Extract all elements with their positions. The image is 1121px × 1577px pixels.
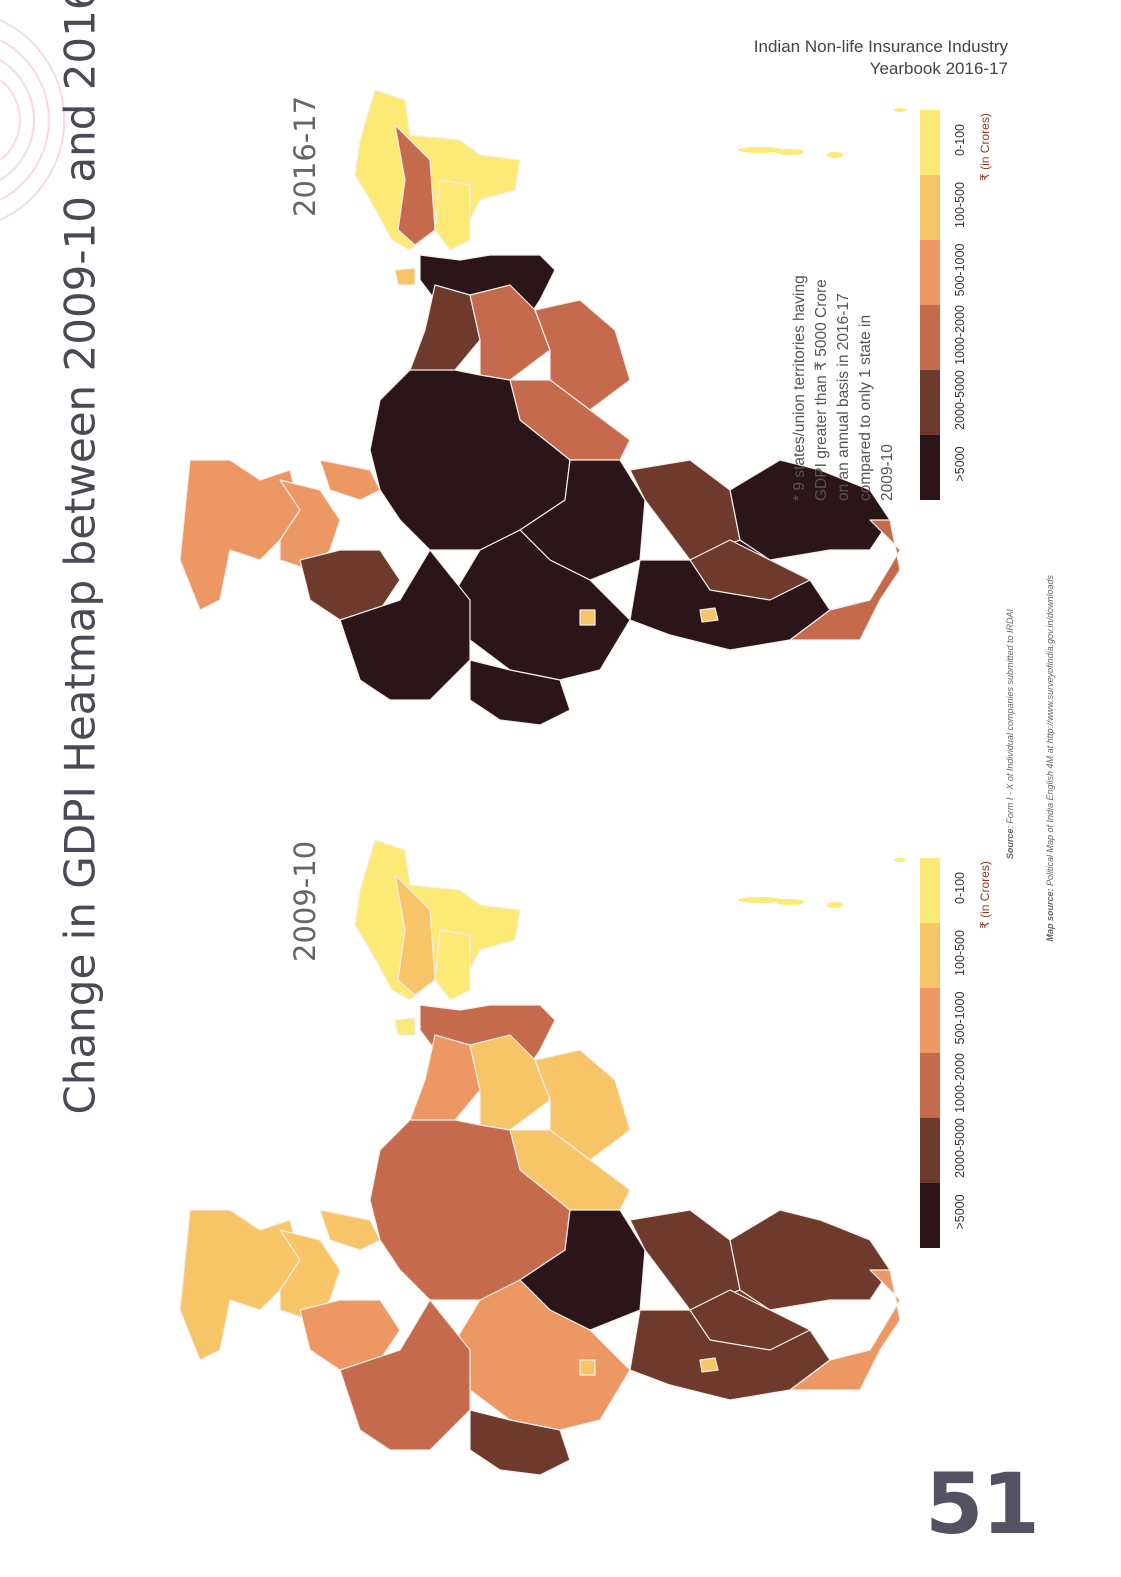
region-gujarat: [179, 459, 301, 611]
region-orange-east: [689, 539, 811, 601]
region-rj-mid: [319, 1209, 381, 1251]
region-rajasthan-north: [434, 179, 471, 251]
legend-swatch-5000: [920, 1183, 940, 1248]
region-west-orange-2: [534, 299, 631, 411]
legend-swatch-1000-2000: [920, 1053, 940, 1118]
region-goa: [579, 609, 596, 626]
region-west-orange-2: [534, 1049, 631, 1161]
source-text: : Form I - X of Individual companies sub…: [1005, 609, 1015, 829]
note-line-3: on an annual basis in 2016-17: [835, 293, 852, 501]
region-east-coast: [729, 1209, 891, 1311]
region-rj-mid: [319, 459, 381, 501]
region-peninsula: [789, 1269, 901, 1391]
header-line-2: Yearbook 2016-17: [869, 59, 1008, 78]
page-number: 51: [925, 1455, 1040, 1553]
gdpi-map-2016-17: [179, 89, 906, 726]
region-kerala-tn: [469, 659, 571, 726]
legend-2016-17: [920, 110, 940, 500]
region-west-orange-1: [469, 1034, 551, 1131]
region-west-orange-1: [469, 284, 551, 381]
region-east-coast: [729, 459, 891, 561]
legend-swatch-2000-5000: [920, 370, 940, 435]
region-haryana: [394, 124, 436, 246]
legend-swatch-1000-2000: [920, 305, 940, 370]
page-header: Indian Non-life Insurance Industry Yearb…: [754, 36, 1008, 80]
region-delhi: [394, 267, 416, 286]
page-title: Change in GDPI Heatmap between 2009-10 a…: [55, 0, 105, 1115]
legend-unit: ₹ (in Crores): [978, 861, 992, 929]
decorative-arcs: [0, 19, 66, 221]
legend-swatch-100-500: [920, 175, 940, 240]
legend-label: 0-100: [953, 124, 967, 156]
legend-swatch-0-100: [920, 858, 940, 923]
legend-swatch-2000-5000: [920, 1118, 940, 1183]
note-line-4: compared to only 1 state in: [857, 314, 874, 501]
region-goa: [579, 1359, 596, 1376]
source-label: Source: [1005, 828, 1015, 860]
region-delhi: [394, 1017, 416, 1036]
region-mp-lower: [299, 1299, 401, 1371]
legend-swatch-500-1000: [920, 988, 940, 1053]
region-haryana: [394, 874, 436, 996]
legend-unit: ₹ (in Crores): [978, 113, 992, 181]
region-orange-east: [689, 1289, 811, 1351]
region-rajasthan-north: [434, 929, 471, 1001]
legend-2009-10: [920, 858, 940, 1248]
source-note: Source: Form I - X of Individual compani…: [1005, 609, 1015, 969]
note-line-1: * 9 states/union territories having: [791, 275, 808, 501]
note-line-2: GDPI greater than ₹ 5000 Crore: [813, 279, 830, 501]
legend-swatch-500-1000: [920, 240, 940, 305]
region-peninsula: [789, 519, 901, 641]
legend-swatch-100-500: [920, 923, 940, 988]
map-source-text: Political Map of India English 4M at htt…: [1045, 575, 1055, 886]
map-source-note: Map source: Political Map of India Engli…: [1045, 575, 1055, 995]
note-line-5: 2009-10: [879, 444, 896, 501]
legend-swatch-0-100: [920, 110, 940, 175]
insight-note: * 9 states/union territories having GDPI…: [789, 211, 901, 501]
legend-label: 0-100: [953, 872, 967, 904]
region-gujarat: [179, 1209, 301, 1361]
legend-label: >5000: [953, 1194, 967, 1230]
region-kerala-tn: [469, 1409, 571, 1476]
gdpi-map-2009-10: [179, 839, 906, 1476]
legend-swatch-5000: [920, 435, 940, 500]
region-puducherry: [699, 607, 719, 623]
region-mp-lower: [299, 549, 401, 621]
region-puducherry: [699, 1357, 719, 1373]
map-source-label: Map source:: [1045, 888, 1055, 942]
header-line-1: Indian Non-life Insurance Industry: [753, 37, 1008, 56]
legend-label: >5000: [953, 446, 967, 482]
